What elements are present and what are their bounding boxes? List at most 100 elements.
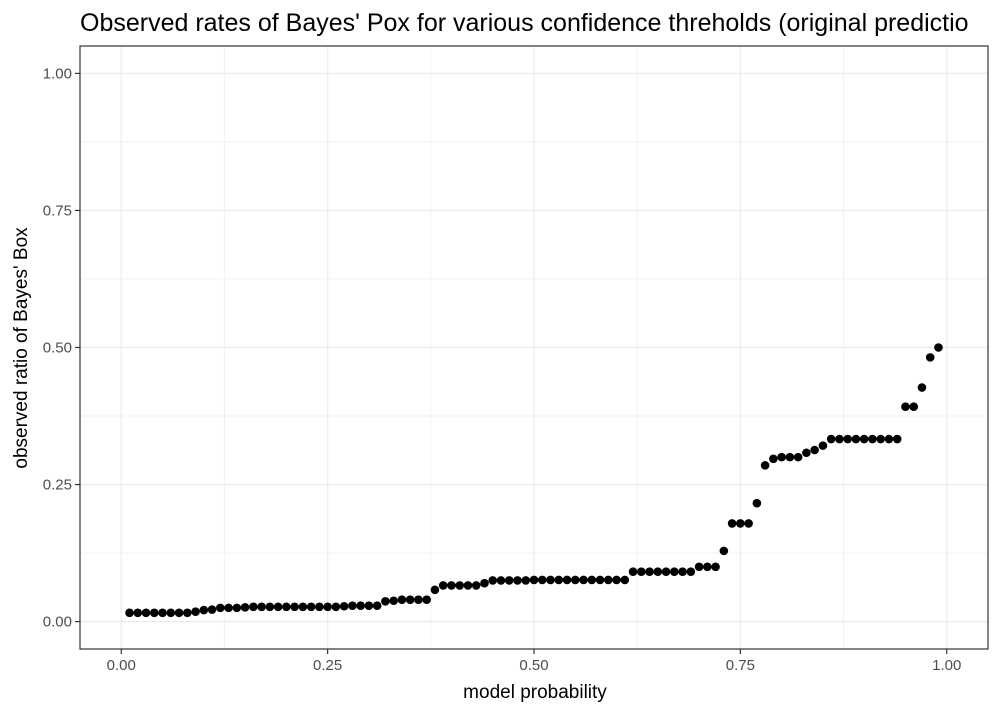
data-point <box>546 575 555 585</box>
data-point <box>356 601 365 610</box>
data-point <box>653 567 663 577</box>
data-point <box>513 576 522 585</box>
data-point <box>612 575 621 585</box>
data-point <box>389 596 398 606</box>
data-point <box>595 575 605 585</box>
data-point <box>752 498 762 508</box>
data-point <box>174 608 184 618</box>
data-point <box>480 578 489 588</box>
y-tick-label: 0.00 <box>43 614 72 631</box>
data-point <box>793 452 803 462</box>
data-point <box>777 452 786 462</box>
y-tick-label: 0.25 <box>43 477 72 494</box>
data-point <box>587 575 597 585</box>
y-axis-title: observed ratio of Bayes' Box <box>11 227 32 469</box>
data-point <box>191 607 200 617</box>
data-point <box>199 605 209 615</box>
x-tick-label: 0.00 <box>107 657 136 674</box>
data-point <box>826 434 836 444</box>
data-point <box>447 581 456 590</box>
data-point <box>537 575 547 585</box>
data-point <box>529 575 539 585</box>
data-point <box>719 546 729 556</box>
data-point <box>637 567 646 577</box>
data-point <box>339 601 349 611</box>
data-point <box>216 603 225 613</box>
data-point <box>661 567 671 577</box>
data-point <box>430 585 440 595</box>
x-tick-label: 0.50 <box>519 657 548 674</box>
data-point <box>562 575 572 585</box>
data-point <box>876 434 885 444</box>
x-tick-label: 1.00 <box>932 657 961 674</box>
y-axis-ticks: 0.00 0.25 0.50 0.75 1.00 <box>43 65 80 631</box>
data-point <box>802 448 811 458</box>
data-point <box>859 434 869 444</box>
data-point <box>901 402 910 412</box>
data-point <box>925 353 935 362</box>
data-point <box>463 581 473 590</box>
data-point <box>306 602 316 612</box>
data-point <box>496 576 506 585</box>
data-point <box>183 608 192 618</box>
data-point <box>273 602 283 612</box>
data-point <box>315 602 324 612</box>
data-point <box>397 595 407 604</box>
data-point <box>149 608 159 618</box>
data-point <box>224 603 233 613</box>
data-point <box>603 575 613 585</box>
data-point <box>628 567 638 577</box>
data-point <box>372 601 382 610</box>
data-point <box>645 567 654 577</box>
data-point <box>810 445 819 455</box>
data-point <box>670 567 679 577</box>
data-point <box>240 603 250 612</box>
data-point <box>785 452 795 462</box>
data-point <box>331 602 341 612</box>
data-point <box>769 454 778 464</box>
data-point <box>835 434 844 444</box>
data-point <box>760 461 770 470</box>
data-point <box>141 608 151 618</box>
data-point <box>727 519 737 528</box>
y-tick-label: 0.50 <box>43 340 72 357</box>
data-point <box>934 343 943 352</box>
data-point <box>471 581 481 590</box>
data-point <box>364 601 374 610</box>
data-point <box>488 576 498 585</box>
data-points <box>125 343 943 618</box>
data-point <box>265 602 275 612</box>
y-tick-label: 1.00 <box>43 65 72 82</box>
data-point <box>554 575 564 585</box>
data-point <box>579 575 588 585</box>
data-point <box>818 441 828 450</box>
data-point <box>686 567 696 577</box>
data-point <box>843 434 852 444</box>
data-point <box>711 562 720 572</box>
data-point <box>232 603 242 613</box>
data-point <box>455 581 465 590</box>
data-point <box>166 608 176 618</box>
data-point <box>348 601 357 610</box>
x-tick-label: 0.75 <box>726 657 755 674</box>
data-point <box>521 576 531 585</box>
data-point <box>298 602 308 612</box>
data-point <box>207 605 217 614</box>
chart-title: Observed rates of Bayes' Pox for various… <box>80 9 969 37</box>
data-point <box>736 519 745 528</box>
data-point <box>884 434 894 444</box>
x-axis-ticks: 0.00 0.25 0.50 0.75 1.00 <box>107 649 961 674</box>
data-point <box>694 562 704 572</box>
y-tick-label: 0.75 <box>43 202 72 219</box>
data-point <box>504 576 514 585</box>
data-point <box>868 434 877 444</box>
data-point <box>257 602 266 612</box>
data-point <box>282 602 291 612</box>
x-axis-title: model probability <box>463 682 607 703</box>
data-point <box>323 602 332 612</box>
data-point <box>851 434 861 444</box>
data-point <box>438 581 448 590</box>
data-point <box>414 595 423 604</box>
data-point <box>678 567 687 577</box>
